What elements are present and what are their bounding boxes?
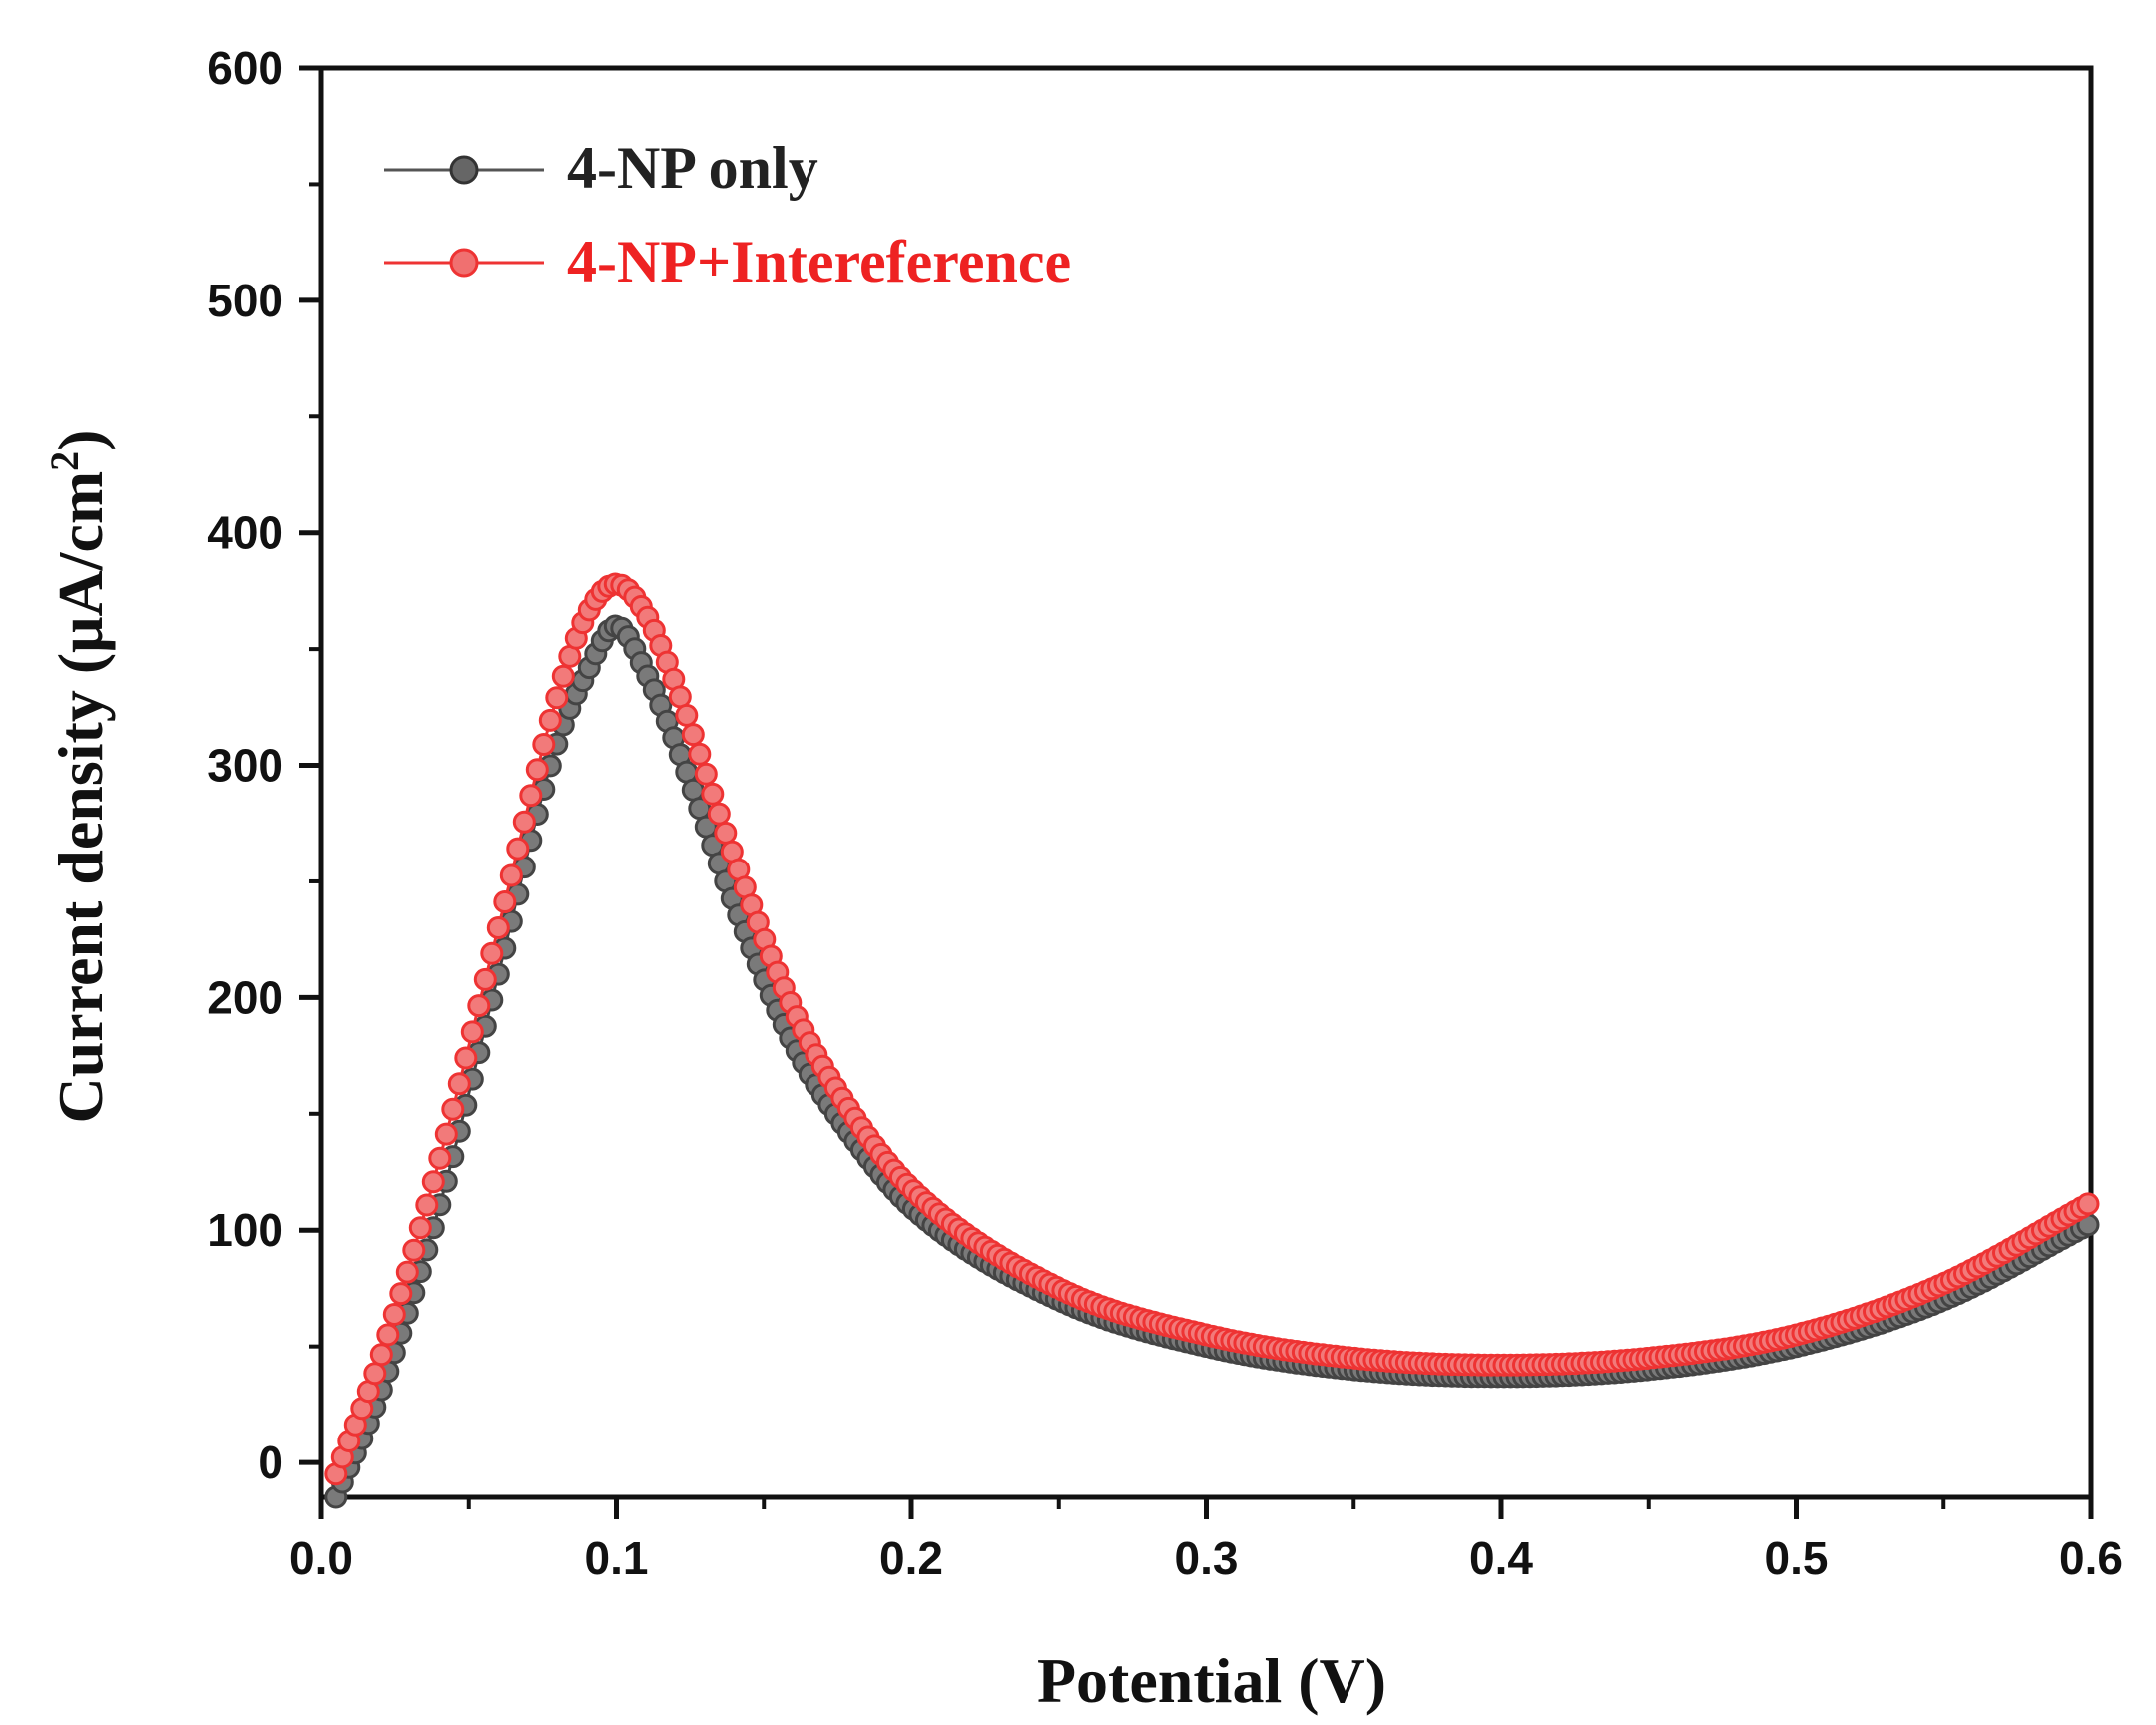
x-tick-label: 0.1 bbox=[585, 1532, 649, 1584]
data-point bbox=[389, 1282, 413, 1306]
x-axis-title: Potential (V) bbox=[1037, 1645, 1386, 1716]
y-tick-label: 100 bbox=[207, 1204, 283, 1256]
data-point bbox=[707, 802, 731, 826]
data-point bbox=[538, 708, 562, 732]
data-point bbox=[480, 941, 504, 965]
series-4np-interference bbox=[324, 572, 2100, 1486]
data-point bbox=[402, 1238, 426, 1262]
data-point bbox=[363, 1362, 387, 1386]
y-tick-label: 500 bbox=[207, 275, 283, 326]
legend-item-4np-interference: 4-NP+Intereference bbox=[384, 229, 1071, 294]
y-tick-label: 300 bbox=[207, 740, 283, 792]
x-tick-label: 0.2 bbox=[879, 1532, 943, 1584]
data-point bbox=[486, 916, 510, 939]
data-point bbox=[415, 1193, 439, 1217]
data-point bbox=[668, 685, 692, 709]
legend-marker-4np-interference bbox=[449, 248, 479, 278]
y-tick-label: 400 bbox=[207, 507, 283, 559]
data-point bbox=[532, 733, 556, 756]
data-point bbox=[525, 758, 549, 782]
data-point bbox=[376, 1323, 400, 1347]
data-point bbox=[675, 703, 699, 727]
y-axis-title-sup: 2 bbox=[42, 451, 87, 471]
data-point bbox=[512, 810, 536, 834]
data-point bbox=[473, 967, 497, 991]
y-axis-title: Current density (μA/cm2) bbox=[42, 430, 116, 1124]
y-tick-label: 600 bbox=[207, 42, 283, 94]
x-tick-label: 0.4 bbox=[1469, 1532, 1533, 1584]
data-point bbox=[408, 1216, 432, 1240]
legend-label-4np-interference: 4-NP+Intereference bbox=[567, 229, 1071, 294]
data-point bbox=[395, 1260, 419, 1284]
data-point bbox=[2076, 1192, 2100, 1216]
y-tick-label: 0 bbox=[258, 1437, 283, 1488]
data-point bbox=[493, 890, 517, 913]
data-point bbox=[506, 837, 530, 861]
x-tick-label: 0.6 bbox=[2059, 1532, 2123, 1584]
x-tick-label: 0.0 bbox=[289, 1532, 353, 1584]
data-point bbox=[519, 784, 543, 808]
data-point bbox=[499, 863, 523, 887]
data-point bbox=[428, 1146, 452, 1170]
x-tick-label: 0.3 bbox=[1175, 1532, 1239, 1584]
legend-label-4np-only: 4-NP only bbox=[567, 135, 818, 201]
data-point bbox=[545, 686, 569, 710]
data-point bbox=[714, 821, 738, 845]
y-axis-title-main: Current density (μA/cm bbox=[45, 471, 116, 1124]
data-point bbox=[694, 762, 718, 786]
series-line bbox=[334, 624, 2089, 1498]
data-point bbox=[701, 782, 725, 806]
series-4np-only bbox=[324, 614, 2100, 1509]
legend: 4-NP only 4-NP+Intereference bbox=[384, 135, 1071, 294]
data-point bbox=[369, 1343, 393, 1367]
data-point bbox=[382, 1303, 406, 1326]
y-axis-title-close: ) bbox=[45, 430, 116, 451]
data-point bbox=[681, 723, 705, 747]
legend-marker-4np-only bbox=[449, 155, 479, 185]
data-point bbox=[460, 1020, 484, 1044]
data-point bbox=[551, 664, 575, 688]
series-layer bbox=[324, 572, 2100, 1509]
y-tick-label: 200 bbox=[207, 971, 283, 1023]
data-point bbox=[454, 1046, 478, 1070]
data-point bbox=[467, 994, 491, 1018]
legend-item-4np-only: 4-NP only bbox=[384, 135, 818, 201]
data-point bbox=[447, 1072, 471, 1096]
x-tick-label: 0.5 bbox=[1765, 1532, 1829, 1584]
data-point bbox=[688, 742, 712, 766]
data-point bbox=[434, 1122, 458, 1146]
data-point bbox=[441, 1097, 465, 1121]
data-point bbox=[421, 1170, 445, 1194]
